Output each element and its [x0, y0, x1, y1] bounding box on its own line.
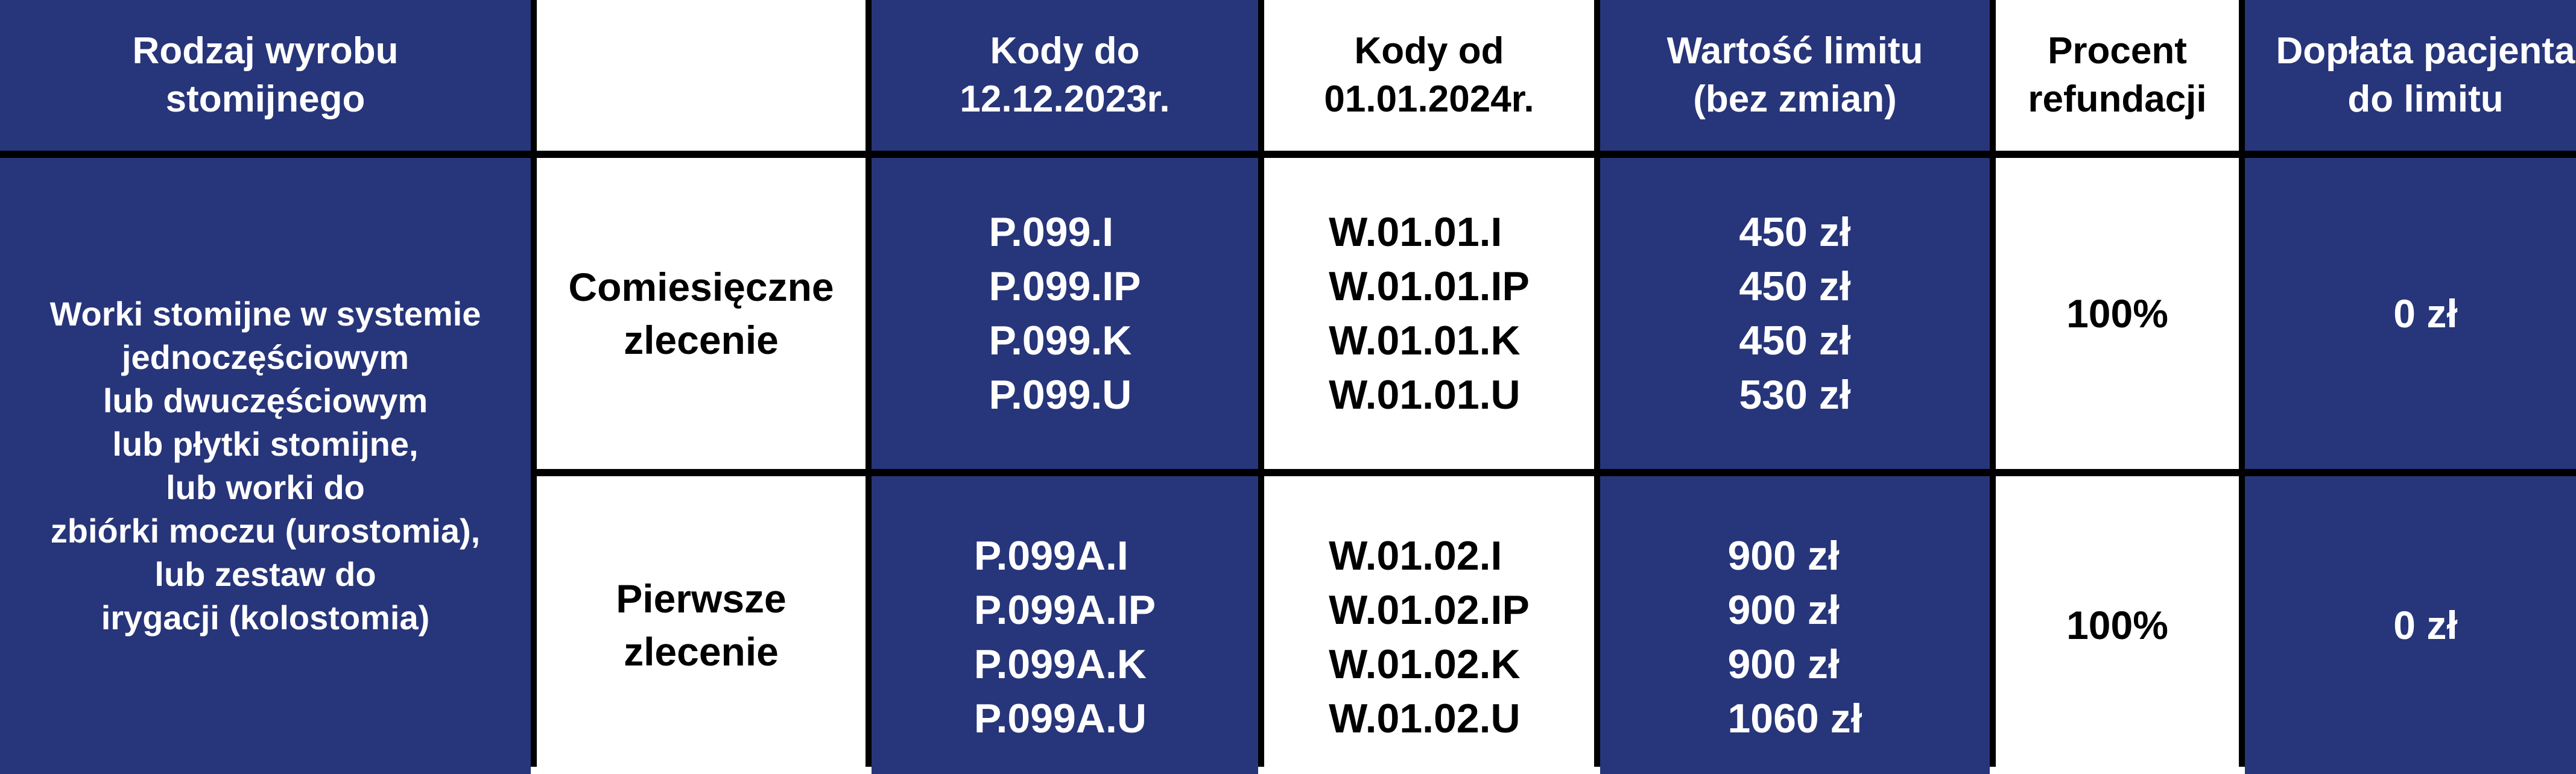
order-text: zlecenie [624, 629, 779, 674]
new-codes-cell: W.01.02.I W.01.02.IP W.01.02.K W.01.02.U [1264, 476, 1594, 774]
desc-line: lub płytki stomijne, [112, 425, 419, 463]
order-text: Pierwsze [616, 576, 786, 621]
code: W.01.01.IP [1329, 263, 1530, 309]
limit-value: 450 zł [1739, 318, 1851, 363]
limit-value: 900 zł [1727, 533, 1840, 579]
code: P.099A.U [973, 696, 1147, 741]
copay-cell: 0 zł [2245, 476, 2576, 774]
limit-value: 450 zł [1739, 263, 1851, 309]
header-text: Wartość limitu [1666, 30, 1923, 72]
product-type-cell: Worki stomijne w systemie jednoczęściowy… [0, 158, 531, 774]
header-limit: Wartość limitu (bez zmian) [1600, 0, 1990, 151]
code: P.099.IP [989, 263, 1141, 309]
refund-cell: 100% [1996, 158, 2239, 469]
limit-value: 450 zł [1739, 209, 1851, 255]
desc-line: Worki stomijne w systemie [49, 295, 481, 333]
header-text: (bez zmian) [1693, 78, 1897, 120]
header-text: 01.01.2024r. [1324, 78, 1534, 120]
header-empty [537, 0, 866, 151]
header-old-codes: Kody do 12.12.2023r. [872, 0, 1258, 151]
header-text: stomijnego [165, 78, 366, 120]
copay-value: 0 zł [2393, 291, 2458, 336]
limit-value: 900 zł [1727, 641, 1840, 687]
code: P.099A.K [973, 641, 1147, 687]
refund-value: 100% [2066, 603, 2168, 647]
limit-value: 530 zł [1739, 372, 1851, 418]
code: W.01.01.U [1329, 372, 1521, 418]
header-text: Rodzaj wyrobu [132, 30, 399, 72]
old-codes-cell: P.099.I P.099.IP P.099.K P.099.U [872, 158, 1258, 469]
order-type-cell: Pierwsze zlecenie [537, 476, 866, 774]
order-text: Comiesięczne [568, 265, 834, 309]
header-text: do limitu [2347, 78, 2504, 120]
limit-cell: 900 zł 900 zł 900 zł 1060 zł [1600, 476, 1990, 774]
limit-value: 1060 zł [1727, 696, 1862, 741]
header-text: Dopłata pacjenta [2276, 30, 2575, 72]
copay-cell: 0 zł [2245, 158, 2576, 469]
code: W.01.02.U [1329, 696, 1521, 741]
copay-value: 0 zł [2393, 603, 2458, 647]
order-text: zlecenie [624, 318, 779, 362]
header-text: 12.12.2023r. [960, 78, 1170, 120]
desc-line: lub zestaw do [154, 555, 376, 593]
old-codes-cell: P.099A.I P.099A.IP P.099A.K P.099A.U [872, 476, 1258, 774]
code: P.099A.IP [973, 587, 1156, 633]
header-new-codes: Kody od 01.01.2024r. [1264, 0, 1594, 151]
code: P.099A.I [973, 533, 1128, 579]
header-text: Procent [2048, 30, 2187, 72]
new-codes-cell: W.01.01.I W.01.01.IP W.01.01.K W.01.01.U [1264, 158, 1594, 469]
refund-cell: 100% [1996, 476, 2239, 774]
code: P.099.I [989, 209, 1114, 255]
limit-cell: 450 zł 450 zł 450 zł 530 zł [1600, 158, 1990, 469]
code: P.099.U [989, 372, 1132, 418]
code: W.01.01.I [1329, 209, 1502, 255]
header-product-type: Rodzaj wyrobu stomijnego [0, 0, 531, 151]
header-text: Kody do [990, 30, 1140, 72]
desc-line: lub worki do [166, 468, 365, 506]
desc-line: zbiórki moczu (urostomia), [50, 512, 481, 550]
order-type-cell: Comiesięczne zlecenie [537, 158, 866, 469]
desc-line: lub dwuczęściowym [103, 382, 428, 420]
header-refund: Procent refundacji [1996, 0, 2239, 151]
limit-value: 900 zł [1727, 587, 1840, 633]
header-copay: Dopłata pacjenta do limitu [2245, 0, 2576, 151]
desc-line: jednoczęściowym [121, 338, 410, 376]
code: P.099.K [989, 318, 1132, 363]
header-text: Kody od [1354, 30, 1504, 72]
code: W.01.01.K [1329, 318, 1521, 363]
desc-line: irygacji (kolostomia) [101, 599, 430, 637]
code: W.01.02.IP [1329, 587, 1530, 633]
code: W.01.02.K [1329, 641, 1521, 687]
refund-value: 100% [2066, 291, 2168, 336]
code: W.01.02.I [1329, 533, 1502, 579]
header-text: refundacji [2028, 78, 2207, 120]
